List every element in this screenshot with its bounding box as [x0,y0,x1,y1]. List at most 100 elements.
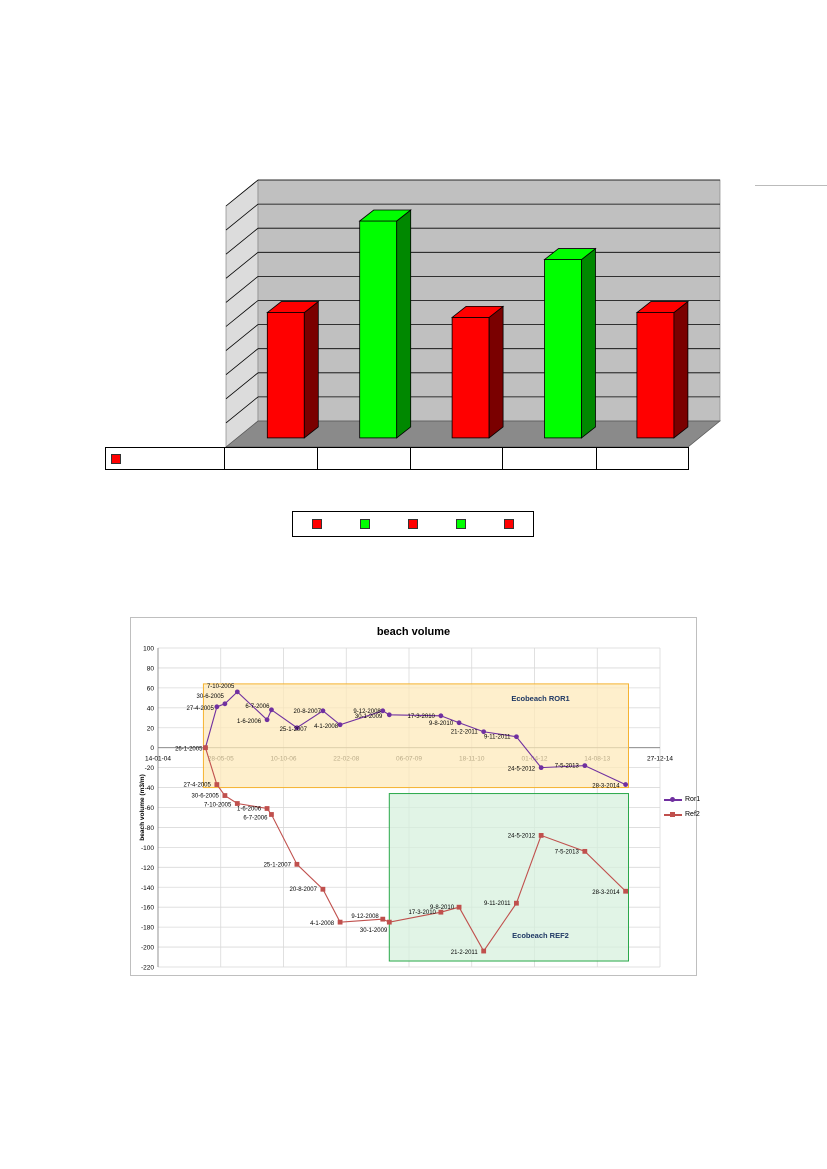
legend-label: Ref2 [685,811,700,818]
y-tick-label: -20 [145,765,155,772]
gridline-side [225,203,259,231]
data-label: 28-3-2014 [592,890,620,896]
table-cell [224,447,318,470]
data-point [264,806,270,811]
bar-top [358,209,412,222]
bar-front [359,220,398,439]
bar [450,305,505,439]
data-label: 9-12-2008 [353,709,381,715]
gridline-side [225,179,259,207]
data-point [481,729,487,735]
bar-front [266,312,305,439]
data-label: 30-6-2005 [197,694,225,700]
data-point [264,717,270,723]
y-tick-label: 100 [143,646,154,653]
bar-top [450,305,505,318]
data-point [386,919,392,925]
data-point [386,712,392,718]
data-point [582,763,588,769]
data-label: 30-1-2009 [360,928,388,934]
series-line [204,691,626,786]
data-label: 9-11-2011 [484,901,511,907]
table-cell [317,447,411,470]
table-row [105,447,689,470]
gridline-side [225,276,259,303]
data-point [294,861,300,867]
y-tick-label: -160 [141,905,154,912]
y-tick-label: -80 [145,825,155,832]
y-tick-label: 60 [147,685,155,692]
bar [635,300,690,439]
data-point [269,707,274,713]
data-label: 9-8-2010 [430,905,455,911]
y-tick-label: 0 [150,745,154,752]
data-point [481,948,487,954]
data-label: 20-8-2007 [294,709,322,715]
bar-side [396,209,412,439]
data-point [438,909,444,915]
beach-volume-chart: beach volume 100 80 60 40 20 0 -20 -40 -60 -80 -10… [130,617,700,976]
data-label: 30-1-2009 [355,714,383,720]
data-label: 24-5-2012 [508,833,536,839]
data-point [538,833,544,838]
bar-side [303,300,319,439]
chart-title: beach volume [376,626,451,638]
gridline-side [225,227,259,255]
data-label: 7-5-2013 [555,849,580,855]
chart-legend: Ror1 Ref2 [664,796,700,826]
data-label: 4-1-2008 [314,724,339,730]
bar [358,209,412,439]
data-label: 7-5-2013 [555,764,580,770]
data-point [380,708,386,714]
table-row-header [105,447,225,470]
legend-swatch-1 [312,519,322,529]
data-label: 1-6-2006 [237,806,262,812]
bar-side [581,247,596,439]
data-point [222,793,228,798]
data-point [294,725,300,731]
data-point [203,745,208,751]
data-point [214,782,220,787]
data-point [623,888,629,894]
data-label: 6-7-2006 [243,815,268,821]
gridline-side [225,396,259,424]
data-point [456,904,462,910]
data-point [320,886,326,892]
data-label: 30-6-2005 [192,794,220,800]
legend-line-ror1 [664,796,682,802]
data-label: 9-11-2011 [484,735,511,741]
data-point [623,782,629,787]
chart-bars [266,209,690,439]
bar-top [266,301,320,313]
legend-label: Ror1 [685,796,701,803]
data-point [320,708,326,714]
bar-front [451,316,490,439]
bar [543,247,597,439]
data-label: 1-6-2006 [237,719,262,725]
region-label: Ecobeach REF2 [512,931,569,940]
y-tick-label: -200 [141,945,154,952]
data-point [456,720,462,726]
bar-data-table [105,447,689,470]
bar-chart-3d [225,179,721,448]
gridline-side [225,372,259,400]
legend-swatch-4 [456,519,466,529]
y-tick-label: -40 [145,785,155,792]
data-label: 25-1-2007 [280,727,308,733]
data-label: 27-4-2005 [187,706,215,712]
data-label: 7-10-2005 [207,684,235,690]
beach-volume-plot: 100 80 60 40 20 0 -20 -40 -60 -80 -100 -120 -140 -160… [139,646,673,972]
data-point [269,812,274,817]
legend-swatch-5 [504,519,514,529]
data-label: 20-8-2007 [290,887,318,893]
data-label: 26-1-2005 [175,747,203,753]
data-point [380,916,386,922]
gridline-side [225,348,259,376]
data-label: 4-1-2008 [310,921,335,927]
gridline-side [225,300,259,327]
data-label: 28-3-2014 [592,784,620,790]
data-label: 17-3-2010 [408,714,436,720]
y-tick-label: -120 [141,865,154,872]
data-label: 7-10-2005 [204,803,232,809]
y-tick-label: 40 [147,705,155,712]
